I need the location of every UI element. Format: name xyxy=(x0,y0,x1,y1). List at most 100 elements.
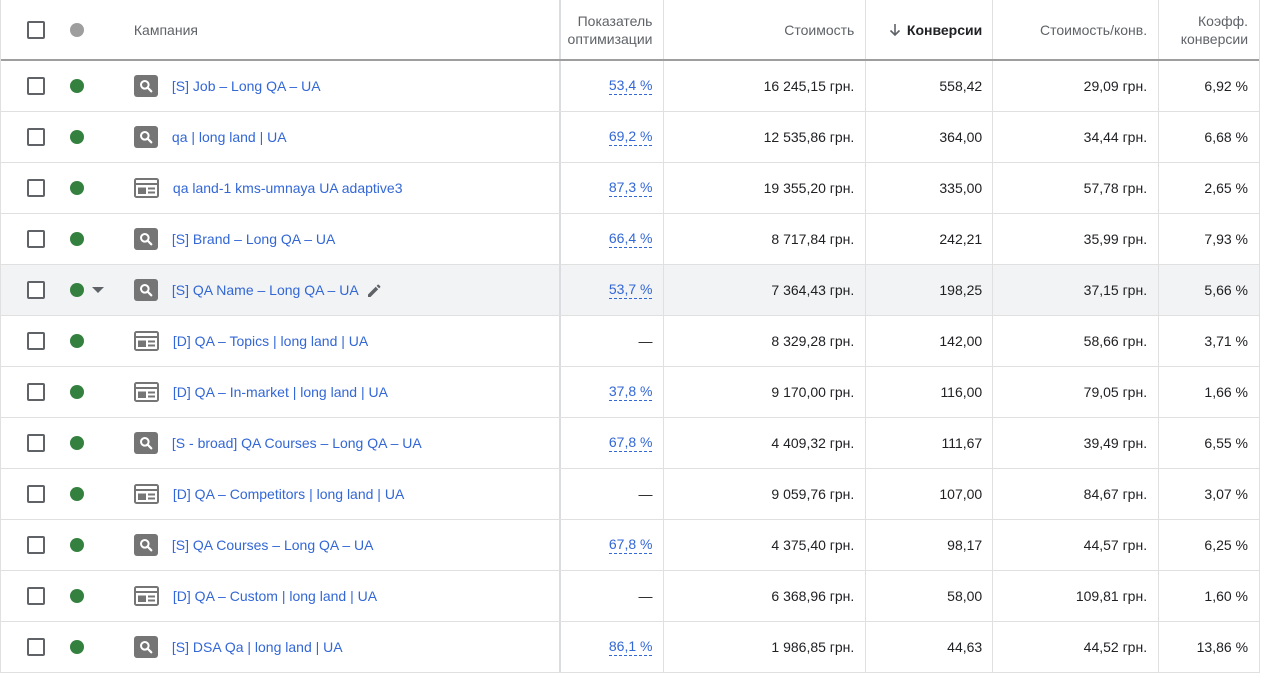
status-cell[interactable] xyxy=(59,520,131,570)
status-cell[interactable] xyxy=(59,367,131,417)
conv-rate-cell: 6,92 % xyxy=(1158,61,1259,111)
campaign-name-link[interactable]: [D] QA – Topics | long land | UA xyxy=(172,333,369,349)
row-checkbox[interactable] xyxy=(26,383,45,401)
optimization-score[interactable]: 86,1 % xyxy=(608,638,653,656)
conv-rate-cell: 1,60 % xyxy=(1158,571,1259,621)
table-row: [D] QA – Topics | long land | UA — 8 329… xyxy=(1,316,1259,367)
optimization-score: — xyxy=(638,333,653,349)
row-checkbox[interactable] xyxy=(26,179,45,197)
column-header-cost-per-conv[interactable]: Стоимость/конв. xyxy=(992,0,1158,59)
cost-per-conv-cell: 109,81 грн. xyxy=(992,571,1158,621)
status-cell[interactable] xyxy=(59,418,131,468)
row-checkbox[interactable] xyxy=(26,485,45,503)
cost-cell: 1 986,85 грн. xyxy=(663,622,865,672)
status-cell[interactable] xyxy=(59,163,131,213)
table-row: qa land-1 kms-umnaya UA adaptive3 87,3 %… xyxy=(1,163,1259,214)
optimization-score[interactable]: 53,4 % xyxy=(608,77,653,95)
search-campaign-icon xyxy=(133,126,158,148)
campaign-name-link[interactable]: [S] QA Name – Long QA – UA xyxy=(171,282,359,298)
cost-per-conv-cell: 44,57 грн. xyxy=(992,520,1158,570)
optimization-score-cell: 69,2 % xyxy=(558,112,664,162)
campaign-name-link[interactable]: [S] Job – Long QA – UA xyxy=(171,78,321,94)
cost-per-conv-cell: 34,44 грн. xyxy=(992,112,1158,162)
cost-cell: 9 170,00 грн. xyxy=(663,367,865,417)
table-body: [S] Job – Long QA – UA 53,4 % 16 245,15 … xyxy=(1,61,1259,673)
campaign-name-link[interactable]: [D] QA – Competitors | long land | UA xyxy=(172,486,405,502)
cost-per-conv-value: 34,44 грн. xyxy=(1083,129,1148,145)
campaign-name-link[interactable]: [D] QA – Custom | long land | UA xyxy=(172,588,378,604)
table-row: [S] DSA Qa | long land | UA 86,1 % 1 986… xyxy=(1,622,1259,673)
cost-value: 8 717,84 грн. xyxy=(771,231,855,247)
campaign-name-link[interactable]: [S] QA Courses – Long QA – UA xyxy=(171,537,374,553)
status-cell[interactable] xyxy=(59,622,131,672)
row-checkbox[interactable] xyxy=(26,332,45,350)
campaign-name-link[interactable]: qa | long land | UA xyxy=(171,129,287,145)
status-cell[interactable] xyxy=(59,214,131,264)
campaign-name-link[interactable]: [D] QA – In-market | long land | UA xyxy=(172,384,388,400)
cost-per-conv-cell: 57,78 грн. xyxy=(992,163,1158,213)
status-cell[interactable] xyxy=(59,112,131,162)
status-header[interactable] xyxy=(59,0,131,59)
cost-per-conv-value: 44,57 грн. xyxy=(1083,537,1148,553)
table-row: [S] Brand – Long QA – UA 66,4 % 8 717,84… xyxy=(1,214,1259,265)
optimization-score[interactable]: 87,3 % xyxy=(608,179,653,197)
column-header-cost[interactable]: Стоимость xyxy=(663,0,865,59)
campaign-name-link[interactable]: [S] DSA Qa | long land | UA xyxy=(171,639,343,655)
campaign-name-link[interactable]: [S] Brand – Long QA – UA xyxy=(171,231,336,247)
optimization-score[interactable]: 69,2 % xyxy=(608,128,653,146)
cost-cell: 7 364,43 грн. xyxy=(663,265,865,315)
column-header-conversions[interactable]: Конверсии xyxy=(865,0,992,59)
campaign-name-link[interactable]: [S - broad] QA Courses – Long QA – UA xyxy=(171,435,422,451)
conv-rate-value: 5,66 % xyxy=(1204,282,1249,298)
row-checkbox[interactable] xyxy=(26,281,45,299)
conversions-cell: 335,00 xyxy=(865,163,992,213)
row-checkbox[interactable] xyxy=(26,638,45,656)
conv-rate-value: 3,71 % xyxy=(1204,333,1249,349)
column-header-campaign[interactable]: Кампания xyxy=(131,0,559,59)
row-checkbox[interactable] xyxy=(26,587,45,605)
status-cell[interactable] xyxy=(59,265,131,315)
optimization-score-cell: 86,1 % xyxy=(558,622,664,672)
campaign-name-link[interactable]: qa land-1 kms-umnaya UA adaptive3 xyxy=(172,180,403,196)
table-row: [S] Job – Long QA – UA 53,4 % 16 245,15 … xyxy=(1,61,1259,112)
campaign-cell: [S] Brand – Long QA – UA xyxy=(131,214,559,264)
cost-per-conv-cell: 84,67 грн. xyxy=(992,469,1158,519)
status-cell[interactable] xyxy=(59,316,131,366)
row-checkbox[interactable] xyxy=(26,128,45,146)
cost-cell: 9 059,76 грн. xyxy=(663,469,865,519)
row-checkbox[interactable] xyxy=(26,434,45,452)
row-checkbox[interactable] xyxy=(26,536,45,554)
status-dropdown-caret-icon[interactable] xyxy=(91,287,104,293)
status-cell[interactable] xyxy=(59,61,131,111)
optimization-score[interactable]: 53,7 % xyxy=(608,281,653,299)
optimization-score-cell: 53,4 % xyxy=(558,61,664,111)
status-cell[interactable] xyxy=(59,571,131,621)
optimization-score-cell: — xyxy=(558,469,664,519)
conversions-value: 142,00 xyxy=(939,333,983,349)
row-checkbox[interactable] xyxy=(26,230,45,248)
optimization-score[interactable]: 66,4 % xyxy=(608,230,653,248)
select-all-checkbox[interactable] xyxy=(26,20,45,39)
row-check-cell xyxy=(1,520,59,570)
cost-per-conv-cell: 44,52 грн. xyxy=(992,622,1158,672)
optimization-score[interactable]: 67,8 % xyxy=(608,536,653,554)
table-row: [D] QA – In-market | long land | UA 37,8… xyxy=(1,367,1259,418)
row-checkbox[interactable] xyxy=(26,77,45,95)
cost-header-label: Стоимость xyxy=(784,21,855,38)
table-row: [S - broad] QA Courses – Long QA – UA 67… xyxy=(1,418,1259,469)
opt-header-line1: Показатель xyxy=(577,12,653,29)
status-header-dot xyxy=(69,22,84,37)
optimization-score[interactable]: 37,8 % xyxy=(608,383,653,401)
campaign-cell: qa | long land | UA xyxy=(131,112,559,162)
status-cell[interactable] xyxy=(59,469,131,519)
column-header-optimization[interactable]: Показатель оптимизации xyxy=(558,0,664,59)
optimization-score-cell: 37,8 % xyxy=(558,367,664,417)
optimization-score[interactable]: 67,8 % xyxy=(608,434,653,452)
column-header-conv-rate[interactable]: Коэфф. конверсии xyxy=(1158,0,1259,59)
cost-per-conv-value: 44,52 грн. xyxy=(1083,639,1148,655)
edit-pencil-icon[interactable] xyxy=(365,281,383,299)
status-enabled-dot xyxy=(69,283,84,297)
conv-rate-cell: 3,71 % xyxy=(1158,316,1259,366)
status-enabled-dot xyxy=(69,538,84,552)
display-campaign-icon xyxy=(133,382,159,402)
